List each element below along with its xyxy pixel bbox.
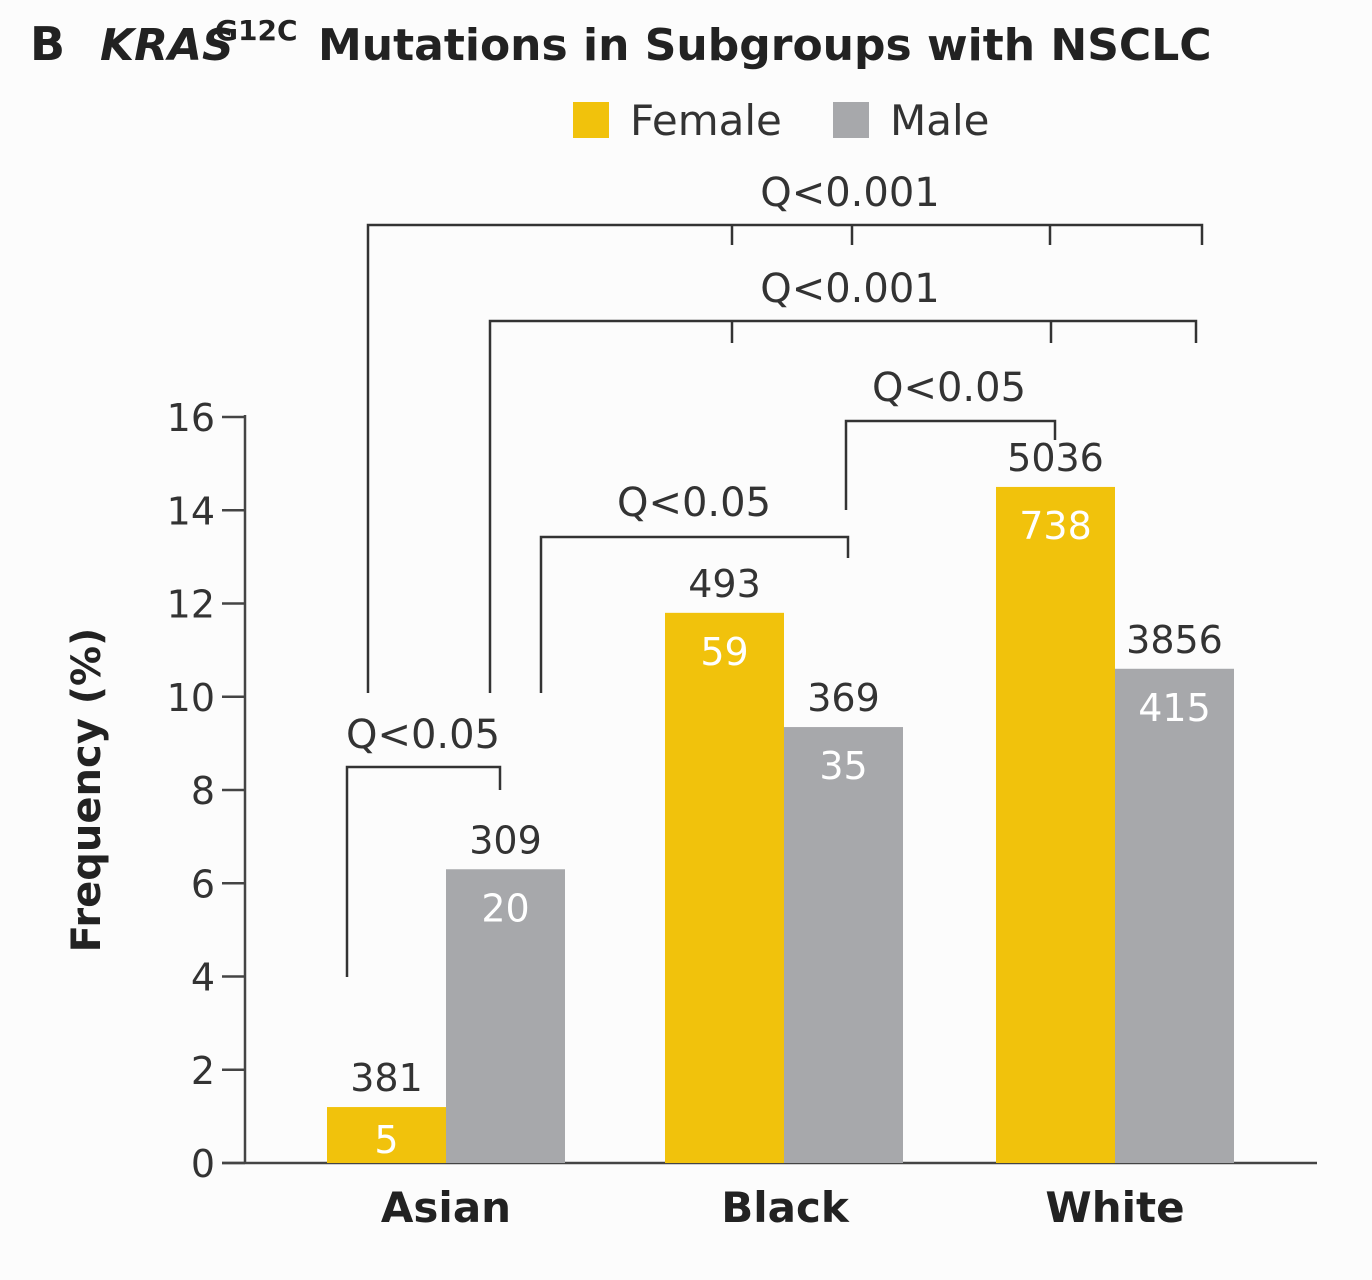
bar-total-label: 369 — [807, 676, 880, 720]
bar-total-label: 5036 — [1007, 436, 1104, 480]
y-tick-label: 12 — [167, 583, 215, 627]
bar-black-female — [665, 612, 784, 1163]
category-label-black: Black — [721, 1183, 850, 1232]
bar-total-label: 3856 — [1126, 618, 1223, 662]
bar-total-label: 493 — [688, 562, 761, 606]
bracket-asian-female-vs-male — [345, 765, 502, 977]
bar-white-female — [996, 486, 1115, 1163]
bar-asian-male — [446, 869, 565, 1163]
bar-asian-female — [327, 1107, 446, 1163]
significance-label: Q<0.001 — [760, 266, 940, 312]
bar-mutant-label: 59 — [700, 630, 748, 674]
bar-black-male — [784, 727, 903, 1163]
bar-white-male — [1115, 668, 1234, 1163]
title-gene: KRAS — [100, 20, 234, 71]
panel-label: B — [30, 17, 65, 71]
bar-mutant-label: 415 — [1138, 686, 1211, 730]
y-tick-label: 4 — [191, 956, 215, 1000]
chart-title: Mutations in Subgroups with NSCLC — [318, 20, 1212, 71]
bar-total-label: 381 — [350, 1056, 423, 1100]
y-tick-label: 0 — [191, 1142, 215, 1186]
bar-mutant-label: 738 — [1019, 504, 1092, 548]
bar-mutant-label: 35 — [819, 744, 867, 788]
bar-total-label: 309 — [469, 818, 542, 862]
legend-label-female: Female — [630, 96, 782, 145]
significance-brackets — [345, 223, 1204, 977]
y-tick-label: 14 — [167, 489, 215, 533]
category-label-white: White — [1045, 1183, 1184, 1232]
y-tick-label: 6 — [191, 862, 215, 906]
y-tick-label: 2 — [191, 1049, 215, 1093]
bracket-asian-vs-all-top — [366, 223, 1204, 693]
bracket-asian-vs-black — [539, 535, 850, 693]
y-ticks: 0 2 4 6 8 10 12 14 16 — [167, 396, 245, 1186]
legend-swatch-female — [573, 102, 609, 138]
category-label-asian: Asian — [381, 1183, 511, 1232]
significance-label: Q<0.05 — [872, 365, 1026, 411]
bracket-asian-vs-all-second — [488, 319, 1198, 693]
title-superscript: G12C — [215, 14, 298, 47]
y-axis-label: Frequency (%) — [64, 628, 110, 953]
bars: 381 5 309 20 493 59 369 35 5036 738 3856 415 — [327, 436, 1234, 1163]
legend-label-male: Male — [890, 96, 989, 145]
significance-label: Q<0.05 — [617, 480, 771, 526]
legend-swatch-male — [833, 102, 869, 138]
bar-mutant-label: 5 — [374, 1118, 398, 1162]
significance-label: Q<0.001 — [760, 170, 940, 216]
bar-mutant-label: 20 — [481, 886, 529, 930]
y-tick-label: 16 — [167, 396, 215, 440]
y-tick-label: 8 — [191, 769, 215, 813]
y-tick-label: 10 — [167, 676, 215, 720]
significance-label: Q<0.05 — [346, 712, 500, 758]
bracket-black-vs-white — [844, 419, 1057, 510]
